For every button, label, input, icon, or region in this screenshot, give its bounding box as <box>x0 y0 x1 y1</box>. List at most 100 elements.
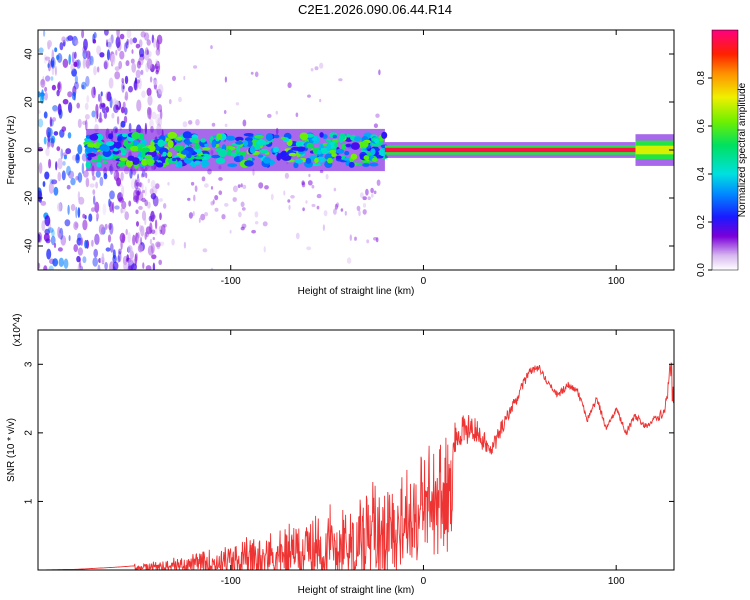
signal-band-blob <box>145 158 155 165</box>
spectrogram-noise-blob <box>122 101 126 110</box>
spectrogram-scatter-blob <box>288 204 291 211</box>
spectrogram-scatter-blob <box>373 237 378 241</box>
signal-band-blob <box>112 150 120 155</box>
spectrogram-noise-blob <box>150 180 156 189</box>
signal-band-blob <box>357 162 362 166</box>
spectrogram-noise-blob <box>89 183 95 188</box>
x-tick-label: -100 <box>221 576 241 587</box>
snr-scale-label: (x10^4) <box>12 313 23 346</box>
spectrogram-noise-blob <box>135 187 142 196</box>
signal-band-blob <box>156 162 164 168</box>
spectrogram-scatter-blob <box>290 195 295 199</box>
spectrogram-scatter-blob <box>144 199 148 207</box>
spectrogram-noise-blob <box>62 98 69 105</box>
signal-band-blob <box>257 154 264 158</box>
spectrogram-x-label: Height of straight line (km) <box>298 286 415 297</box>
spectrogram-noise-blob <box>62 58 69 68</box>
spectrogram-noise-blob <box>109 96 113 109</box>
spectrogram-noise-blob <box>95 103 99 115</box>
spectrogram-scatter-blob <box>192 211 195 217</box>
signal-band-blob <box>119 157 128 162</box>
spectrogram-noise-blob <box>82 120 87 125</box>
spectrogram-scatter-blob <box>338 78 343 82</box>
spectrogram-noise-blob <box>51 179 58 185</box>
spectrogram-noise-blob <box>141 90 146 98</box>
spectrogram-noise-blob <box>129 38 134 45</box>
signal-band-blob <box>117 136 122 142</box>
signal-band-blob <box>86 153 97 157</box>
y-tick-label: 1 <box>24 498 35 504</box>
spectrogram-scatter-blob <box>145 172 148 179</box>
x-tick-label: 0 <box>421 276 427 287</box>
spectrogram-noise-blob <box>73 51 77 59</box>
spectrogram-scatter-blob <box>178 96 182 103</box>
spectrogram-noise-blob <box>140 31 146 38</box>
spectrogram-noise-blob <box>71 91 76 101</box>
spectrogram-noise-blob <box>114 66 120 71</box>
signal-band-blob <box>243 133 254 137</box>
spectrogram-scatter-blob <box>325 173 329 180</box>
spectrogram-scatter-blob <box>254 211 259 218</box>
spectrogram-scatter-blob <box>238 211 242 218</box>
spectrogram-scatter-blob <box>137 232 140 239</box>
spectrogram-noise-blob <box>76 59 81 69</box>
signal-band-blob <box>182 131 192 139</box>
signal-band-blob <box>211 140 217 148</box>
snr-ticks: -100 0 100 1 2 3 <box>24 330 674 587</box>
spectrogram-scatter-blob <box>262 221 268 227</box>
signal-band-blob <box>167 140 174 149</box>
spectrogram-noise-blob <box>81 162 85 174</box>
spectrogram-noise-blob <box>61 36 66 43</box>
spectrogram-noise-blob <box>43 30 46 37</box>
spectrogram-noise-blob <box>144 186 147 197</box>
signal-band-blob <box>200 138 207 143</box>
spectrogram-noise-blob <box>136 60 142 69</box>
spectrogram-noise-blob <box>66 165 71 176</box>
spectrogram-noise-blob <box>48 182 55 194</box>
spectrogram-noise-blob <box>110 243 114 253</box>
y-tick-label: 3 <box>24 361 35 367</box>
signal-band-blob <box>204 143 209 147</box>
spectrogram-noise-blob <box>120 120 126 128</box>
spectrogram-noise-blob <box>149 76 153 83</box>
spectrogram-noise-blob <box>68 235 71 242</box>
spectrogram-scatter-blob <box>322 224 325 232</box>
spectrogram-noise-blob <box>125 41 129 49</box>
signal-band-blob <box>335 155 342 160</box>
spectrogram-noise-blob <box>98 117 103 123</box>
spectrogram-scatter-blob <box>195 119 200 126</box>
spectrogram-noise-blob <box>91 110 96 118</box>
spectrogram-noise-blob <box>110 53 116 66</box>
spectrogram-noise-blob <box>78 196 85 205</box>
spectrogram-noise-blob <box>121 185 125 198</box>
spectrogram-scatter-blob <box>275 110 278 115</box>
spectrogram-noise-blob <box>88 213 93 222</box>
spectrogram-noise-blob <box>142 262 145 269</box>
spectrogram-noise-blob <box>121 200 127 210</box>
spectrogram-scatter-blob <box>211 122 216 127</box>
spectrogram-scatter-blob <box>365 188 369 196</box>
spectrogram-noise-blob <box>77 118 82 128</box>
spectrogram-scatter-blob <box>188 212 193 219</box>
spectrogram-noise-blob <box>121 81 125 93</box>
signal-band-blob <box>259 148 269 154</box>
spectrogram-noise-blob <box>151 34 155 44</box>
spectrogram-noise-blob <box>97 93 101 102</box>
spectrogram-scatter-blob <box>333 208 337 215</box>
signal-band-blob <box>316 156 326 163</box>
spectrogram-scatter-blob <box>307 180 313 186</box>
spectrogram-noise-blob <box>158 225 163 232</box>
spectrogram-noise-blob <box>81 81 87 90</box>
signal-band-blob <box>176 152 182 157</box>
spectrogram-scatter-blob <box>156 63 160 67</box>
spectrogram-noise-blob <box>109 190 115 200</box>
spectrogram-scatter-blob <box>301 180 305 186</box>
spectrogram-noise-blob <box>127 245 133 253</box>
spectrogram-noise-blob <box>127 232 131 243</box>
spectrogram-noise-blob <box>119 50 125 60</box>
spectrogram-scatter-blob <box>136 182 140 187</box>
spectrogram-noise-blob <box>47 59 52 72</box>
spectrogram-noise-blob <box>105 91 111 102</box>
spectrogram-noise-blob <box>120 171 124 181</box>
